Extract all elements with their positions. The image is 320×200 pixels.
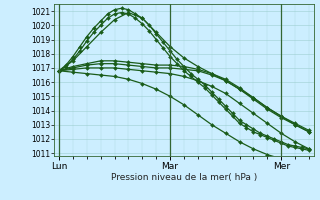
X-axis label: Pression niveau de la mer( hPa ): Pression niveau de la mer( hPa ) [111, 173, 257, 182]
